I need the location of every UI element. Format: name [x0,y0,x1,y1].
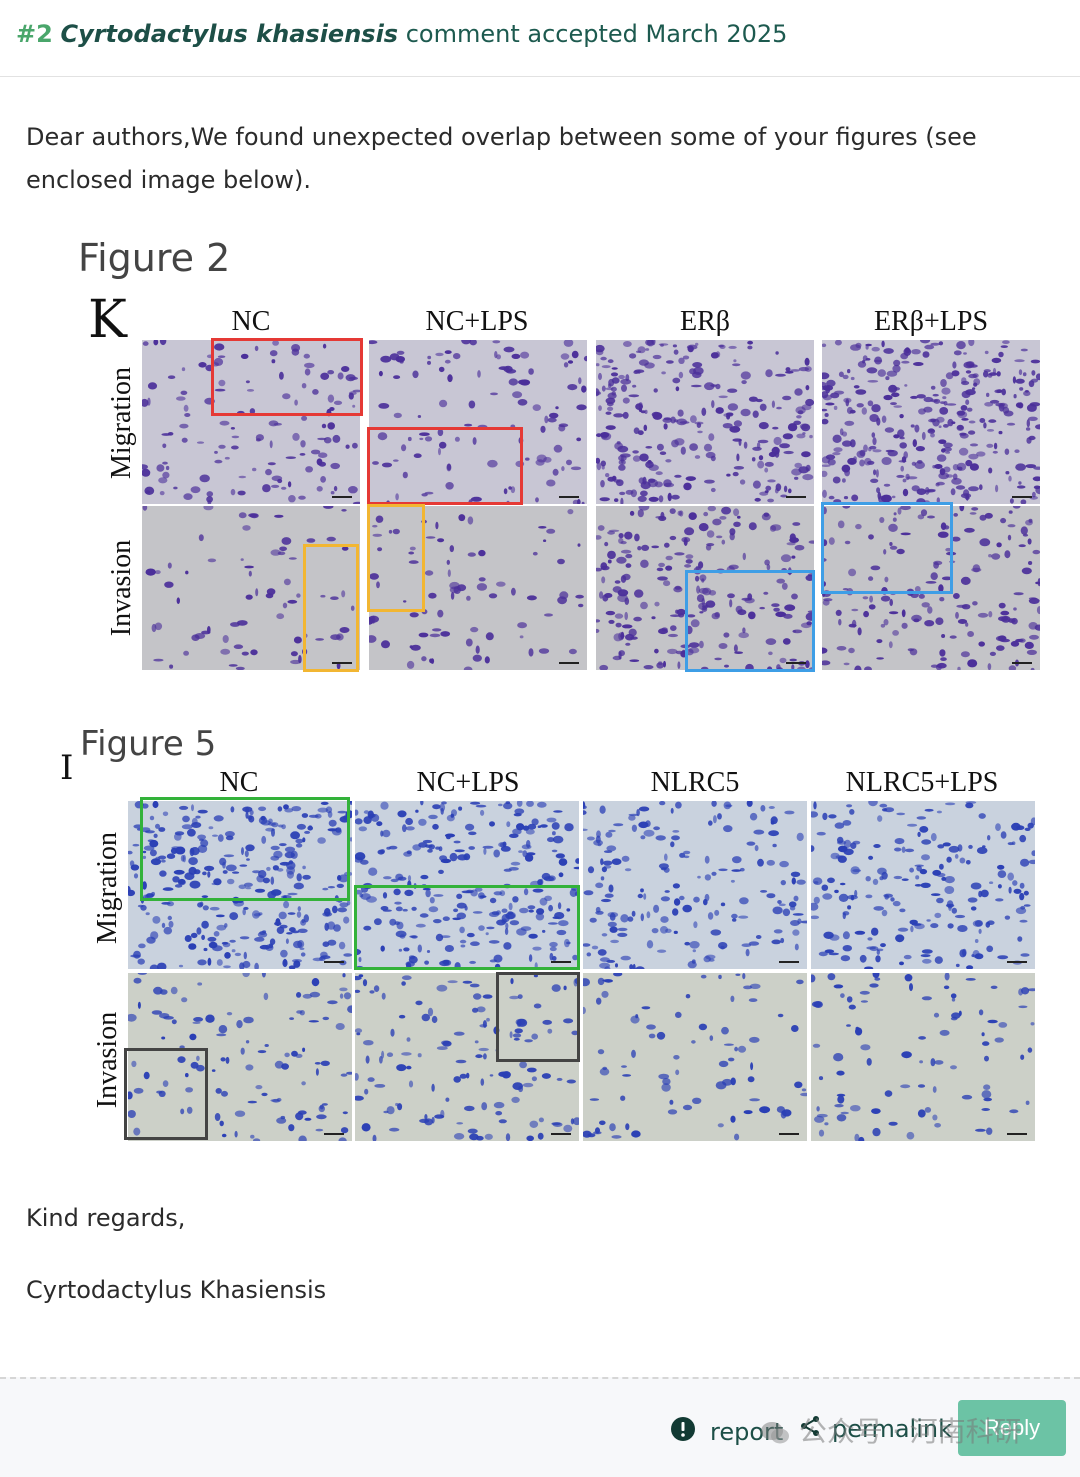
micrograph-panel [128,801,352,969]
micrograph-panel [142,506,360,670]
micrograph-panel [369,340,587,504]
figure5-panel-letter: I [60,748,74,788]
figure5-title: Figure 5 [80,724,217,764]
alert-icon [670,1416,696,1448]
comment-closing: Kind regards, [26,1204,186,1232]
figure2-col-label: NC+LPS [425,306,529,337]
comment-user[interactable]: Cyrtodactylus khasiensis [60,20,399,48]
overlap-box-green [354,885,580,970]
overlap-box-dark [124,1048,208,1140]
comment-footer [0,1377,1080,1477]
overlap-box-red [367,427,523,505]
micrograph-panel [355,973,579,1141]
comment-number: #2 [16,20,53,48]
figure2-row-label: Invasion [106,539,137,637]
overlap-box-dark [496,972,580,1062]
comment-header-text: #2 Cyrtodactylus khasiensis comment acce… [16,20,787,48]
micrograph-panel [583,801,807,969]
comment-header: #2 Cyrtodactylus khasiensis comment acce… [0,0,1080,77]
overlap-box-red [211,338,363,416]
figure2-title: Figure 2 [78,236,231,280]
comment-status: comment accepted March 2025 [405,20,788,48]
micrograph-panel [596,340,814,504]
watermark-text: 公众号 · 河南科研 [798,1415,1022,1448]
figure2-row-label: Migration [106,367,137,479]
micrograph-panel [822,506,1040,670]
figure5-col-label: NLRC5+LPS [845,767,999,798]
share-icon [798,1414,822,1444]
reply-button[interactable]: Reply [958,1400,1066,1456]
figure5-row-label: Invasion [92,1011,123,1109]
overlap-box-orange [303,544,359,672]
micrograph-panel [811,801,1035,969]
micrograph-panel [822,340,1040,504]
micrograph-panel [596,506,814,670]
figure2-panel-letter: K [88,290,127,350]
overlap-box-green [140,797,350,901]
micrograph-panel [583,973,807,1141]
figure2-col-label: NC [231,306,271,337]
micrograph-panel [369,506,587,670]
permalink-link[interactable]: permalink [798,1414,952,1444]
micrograph-panel [142,340,360,504]
overlap-box-orange [367,504,425,612]
overlap-box-blue [821,502,953,594]
overlap-box-blue [685,570,815,672]
wechat-icon [760,1415,799,1448]
permalink-label: permalink [832,1415,952,1443]
figure5-col-label: NC+LPS [416,767,520,798]
figure2-col-label: ERβ [679,306,731,337]
figure5-col-label: NLRC5 [650,767,740,798]
watermark: 公众号 · 河南科研 [760,1410,1022,1450]
micrograph-panel [811,973,1035,1141]
figure5-col-label: NC [219,767,259,798]
micrograph-panel [128,973,352,1141]
figure2-col-label: ERβ+LPS [873,306,989,337]
figure5-row-label: Migration [92,832,123,944]
comment-signature: Cyrtodactylus Khasiensis [26,1276,327,1304]
comment-intro: Dear authors,We found unexpected overlap… [26,123,977,194]
